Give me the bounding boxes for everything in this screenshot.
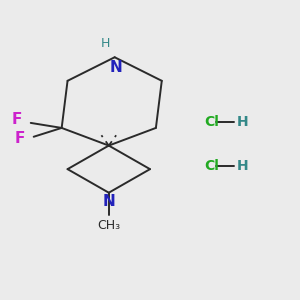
Text: F: F — [11, 112, 22, 128]
Text: N: N — [110, 60, 122, 75]
Text: Cl: Cl — [205, 115, 219, 129]
Text: H: H — [237, 159, 248, 173]
Text: F: F — [14, 131, 25, 146]
Text: H: H — [237, 115, 248, 129]
Text: CH₃: CH₃ — [97, 219, 120, 232]
Text: Cl: Cl — [205, 159, 219, 173]
Text: N: N — [102, 194, 115, 209]
Text: H: H — [101, 37, 110, 50]
